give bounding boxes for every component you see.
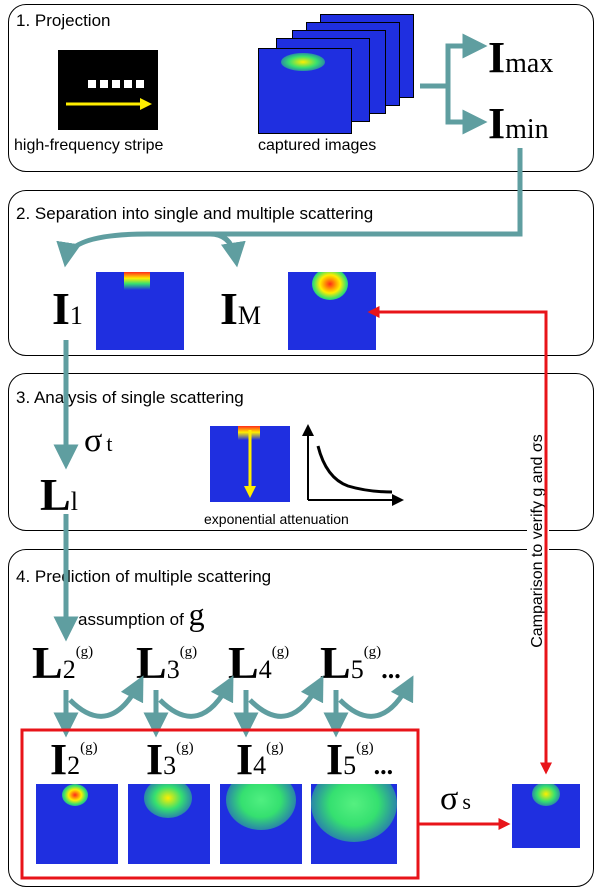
simulated-image-3 xyxy=(128,784,210,864)
I-term-4: I4(g) xyxy=(236,735,284,784)
arrow-split-i1 xyxy=(56,231,149,268)
panel-title-single: 3. Analysis of single scattering xyxy=(16,388,244,407)
L-term-2: L2(g) xyxy=(32,637,94,688)
I-term-5: I5(g)... xyxy=(326,735,394,784)
simulated-image-2 xyxy=(36,784,118,864)
I-term-2: I2(g) xyxy=(50,735,98,784)
attenuation-curve xyxy=(316,445,393,494)
i1-label: I1 xyxy=(52,283,83,334)
summation-box xyxy=(20,728,420,880)
single-scattering-image xyxy=(96,272,184,350)
arc-L2-L3 xyxy=(68,675,144,719)
attenuation-caption: exponential attenuation xyxy=(204,511,349,527)
L-term-5: L5(g)... xyxy=(320,637,401,688)
assumption-label: assumption of g xyxy=(78,596,205,632)
imin-label: Imin xyxy=(488,99,549,148)
arc-L3-L4 xyxy=(158,675,234,719)
stripe-caption: high-frequency stripe xyxy=(14,137,164,154)
im-label: IM xyxy=(220,283,262,334)
sum-result-image xyxy=(512,784,580,848)
comparison-arrow xyxy=(380,310,552,775)
panel-title-separation: 2. Separation into single and multiple s… xyxy=(16,204,374,223)
panel-title-prediction: 4. Prediction of multiple scattering xyxy=(16,567,272,586)
arrow-imin-to-separation xyxy=(148,148,523,237)
simulated-image-4 xyxy=(220,784,302,864)
stripe-pattern-image xyxy=(58,50,158,130)
arrow-stack-to-intensities xyxy=(420,43,476,125)
arc-L4-L5 xyxy=(248,675,324,719)
arc-L5-next xyxy=(338,675,414,719)
multiple-scattering-image xyxy=(288,272,376,350)
panel-title-projection: 1. Projection xyxy=(16,11,111,30)
L-term-4: L4(g) xyxy=(228,637,290,688)
arrow-split-im xyxy=(148,231,246,268)
l1-label: Ll xyxy=(40,469,78,520)
I-term-3: I3(g) xyxy=(146,735,194,784)
captured-image-stack xyxy=(258,14,418,134)
imax-label: Imax xyxy=(488,33,554,82)
simulated-image-5 xyxy=(311,784,397,864)
panel-single-scattering xyxy=(8,373,594,531)
captured-caption: captured images xyxy=(258,137,377,154)
